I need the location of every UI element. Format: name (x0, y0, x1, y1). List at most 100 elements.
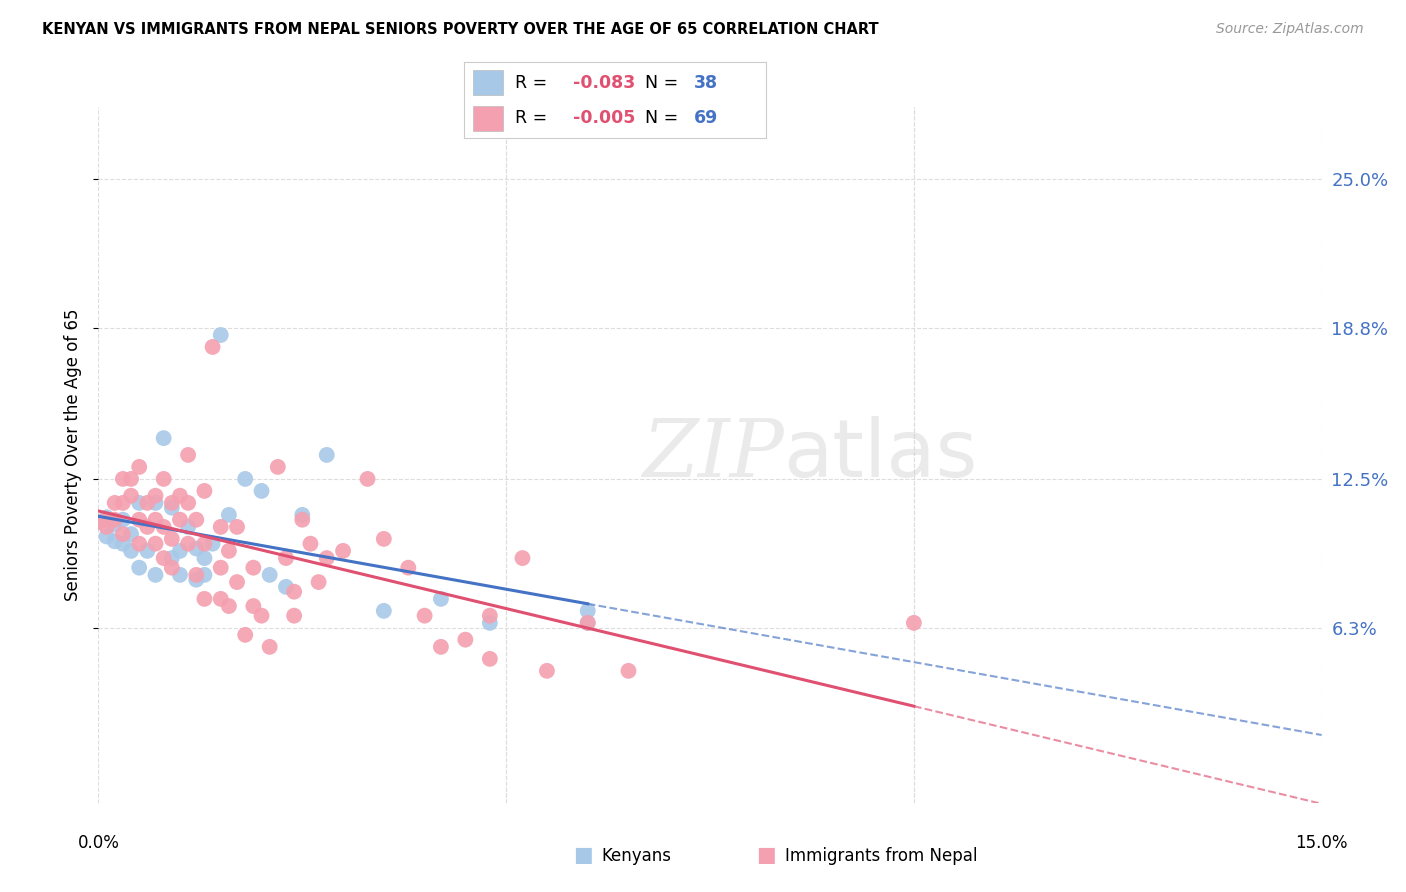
Point (283, 584, 305, 599)
Point (87, 515, 110, 529)
Point (120, 489, 142, 503)
Point (396, 560, 419, 574)
Point (536, 664, 558, 678)
Text: ZIP: ZIP (641, 417, 783, 493)
Point (193, 567, 215, 582)
Point (218, 508, 240, 522)
Point (160, 560, 183, 574)
Text: Source: ZipAtlas.com: Source: ZipAtlas.com (1216, 22, 1364, 37)
Point (177, 496, 200, 510)
Point (186, 513, 208, 527)
Point (111, 472, 134, 486)
Point (250, 483, 273, 498)
Point (250, 608, 273, 623)
Point (454, 632, 477, 647)
Text: Immigrants from Nepal: Immigrants from Nepal (785, 847, 977, 865)
Point (145, 537, 167, 551)
Point (186, 573, 208, 587)
Point (242, 560, 264, 574)
Point (478, 615, 501, 630)
Text: R =: R = (516, 73, 553, 92)
Point (160, 496, 183, 510)
Point (233, 628, 256, 642)
Point (218, 599, 240, 613)
Point (120, 527, 142, 541)
Point (128, 537, 150, 551)
Point (177, 448, 200, 462)
Point (242, 599, 264, 613)
Point (128, 496, 150, 510)
Text: 69: 69 (693, 109, 718, 128)
Point (152, 520, 174, 534)
Point (128, 459, 150, 474)
Bar (472, 105, 503, 130)
Point (169, 567, 191, 582)
Point (145, 567, 167, 582)
Point (478, 652, 501, 666)
Point (145, 489, 167, 503)
Text: ■: ■ (756, 846, 776, 865)
Point (267, 459, 290, 474)
Text: Kenyans: Kenyans (602, 847, 672, 865)
Point (478, 608, 501, 623)
Bar (472, 70, 503, 95)
Text: -0.083: -0.083 (572, 73, 636, 92)
Point (291, 513, 314, 527)
Point (209, 591, 232, 606)
Point (120, 472, 142, 486)
Point (274, 551, 297, 566)
Point (356, 472, 378, 486)
Point (104, 496, 127, 510)
Point (169, 544, 191, 558)
Point (111, 527, 134, 541)
Point (291, 508, 314, 522)
Text: N =: N = (645, 109, 685, 128)
Point (576, 604, 599, 618)
Point (576, 615, 599, 630)
Point (413, 608, 436, 623)
Point (169, 489, 191, 503)
Point (226, 575, 249, 590)
Text: atlas: atlas (783, 416, 977, 494)
Point (160, 551, 183, 566)
Point (177, 520, 200, 534)
Point (226, 520, 249, 534)
Point (96, 529, 118, 543)
Text: KENYAN VS IMMIGRANTS FROM NEPAL SENIORS POVERTY OVER THE AGE OF 65 CORRELATION C: KENYAN VS IMMIGRANTS FROM NEPAL SENIORS … (42, 22, 879, 37)
Point (160, 500, 183, 515)
Point (308, 575, 330, 590)
Point (160, 532, 183, 546)
Point (233, 472, 256, 486)
Text: -0.005: -0.005 (572, 109, 636, 128)
Point (111, 513, 134, 527)
Y-axis label: Seniors Poverty Over the Age of 65: Seniors Poverty Over the Age of 65 (65, 309, 83, 601)
Point (430, 591, 453, 606)
Point (96, 510, 118, 524)
Point (373, 604, 395, 618)
Point (111, 537, 134, 551)
Point (186, 567, 208, 582)
Point (145, 496, 167, 510)
Point (512, 551, 534, 566)
Point (111, 496, 134, 510)
Point (259, 640, 281, 654)
Text: 0.0%: 0.0% (77, 834, 120, 852)
Point (96, 520, 118, 534)
Text: R =: R = (516, 109, 553, 128)
Point (576, 615, 599, 630)
Point (283, 608, 305, 623)
Point (104, 534, 127, 549)
Text: ■: ■ (574, 846, 593, 865)
Point (259, 567, 281, 582)
Point (128, 513, 150, 527)
Point (104, 517, 127, 532)
Text: 15.0%: 15.0% (1295, 834, 1348, 852)
Point (104, 513, 127, 527)
Point (209, 520, 232, 534)
Point (430, 640, 453, 654)
Point (169, 513, 191, 527)
Point (177, 537, 200, 551)
Point (315, 551, 337, 566)
Point (145, 513, 167, 527)
Point (186, 541, 208, 556)
